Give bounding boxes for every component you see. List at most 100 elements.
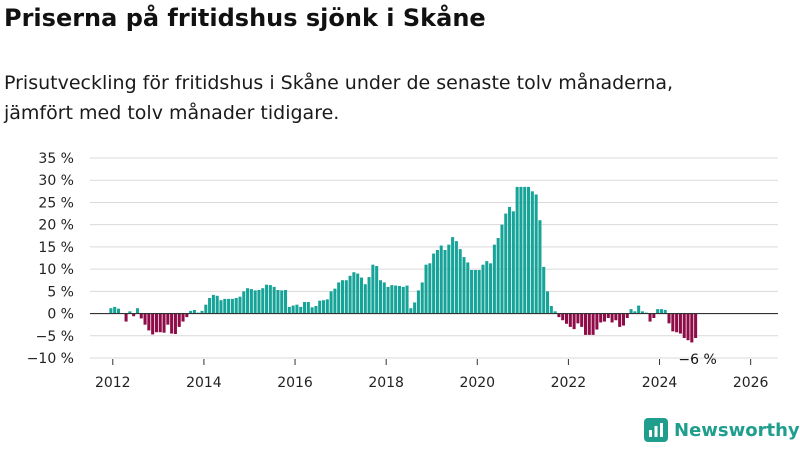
- bar: [200, 310, 204, 314]
- bar: [523, 186, 527, 314]
- bar: [473, 270, 477, 314]
- bar: [170, 313, 174, 334]
- bar: [682, 313, 686, 338]
- bar: [299, 306, 303, 314]
- bar: [557, 313, 561, 318]
- bar: [602, 313, 606, 322]
- x-tick-label: 2022: [551, 375, 587, 391]
- bar: [227, 298, 231, 314]
- bar: [340, 280, 345, 314]
- y-tick-label: −10 %: [27, 351, 74, 367]
- bar: [189, 310, 193, 314]
- bar: [633, 311, 637, 314]
- bar: [686, 313, 690, 341]
- bar: [656, 309, 660, 314]
- bar: [318, 300, 322, 314]
- bar: [595, 313, 599, 330]
- bar: [477, 270, 481, 314]
- bar: [386, 286, 390, 314]
- bar: [553, 311, 557, 314]
- bar: [527, 186, 531, 314]
- bar: [481, 264, 485, 314]
- subtitle-line-2: jämfört med tolv månader tidigare.: [4, 102, 340, 124]
- bar: [116, 308, 120, 314]
- bar: [618, 313, 622, 327]
- bar: [492, 244, 496, 314]
- bar: [428, 263, 432, 314]
- bar: [443, 250, 447, 314]
- bar: [587, 313, 591, 335]
- bar: [147, 313, 151, 331]
- bar: [580, 313, 584, 327]
- bar: [181, 313, 185, 322]
- bar: [238, 296, 242, 314]
- x-tick-label: 2018: [368, 375, 404, 391]
- bar: [352, 272, 356, 314]
- bar: [409, 308, 413, 314]
- bar: [591, 313, 595, 335]
- bar: [158, 313, 162, 333]
- bar: [606, 313, 610, 318]
- bar: [356, 273, 360, 314]
- y-tick-label: 10 %: [38, 262, 74, 278]
- bar: [295, 304, 299, 314]
- bar: [371, 264, 375, 314]
- bar: [648, 313, 652, 322]
- bar: [185, 313, 189, 318]
- x-tick-label: 2020: [459, 375, 495, 391]
- y-tick-label: 30 %: [38, 173, 74, 189]
- bar: [211, 294, 215, 314]
- bar: [572, 313, 576, 330]
- y-tick-label: 15 %: [38, 240, 74, 256]
- bar: [454, 241, 458, 314]
- bar: [272, 286, 276, 314]
- bar: [583, 313, 588, 335]
- subtitle-line-1: Prisutveckling för fritidshus i Skåne un…: [4, 72, 674, 94]
- bar: [135, 308, 139, 314]
- bar: [549, 306, 553, 314]
- bar: [337, 282, 341, 314]
- bar: [447, 244, 451, 314]
- bar: [234, 298, 238, 314]
- bar: [470, 270, 474, 314]
- bar: [230, 298, 234, 314]
- bar: [530, 191, 534, 314]
- brand-name: Newsworthy: [674, 419, 800, 441]
- y-tick-label: −5 %: [36, 329, 74, 345]
- bar: [303, 302, 307, 314]
- bar: [139, 313, 143, 319]
- bar: [637, 305, 641, 314]
- bar: [291, 305, 295, 314]
- bar: [310, 307, 314, 314]
- bar: [151, 313, 155, 335]
- bar: [219, 300, 223, 314]
- bar: [208, 298, 212, 314]
- bar: [249, 289, 253, 314]
- bar: [451, 237, 455, 314]
- bar: [363, 284, 367, 314]
- x-tick-label: 2012: [95, 375, 131, 391]
- bar: [177, 313, 181, 327]
- bar: [625, 313, 629, 318]
- bar: [375, 266, 379, 314]
- bar: [314, 306, 318, 314]
- bar: [466, 262, 470, 314]
- y-tick-label: 0 %: [47, 307, 74, 323]
- annotations: −6 %: [678, 352, 716, 368]
- bar: [640, 311, 644, 314]
- bar: [124, 313, 128, 322]
- x-tick-label: 2014: [186, 375, 222, 391]
- bar: [538, 220, 542, 314]
- bar: [113, 306, 117, 314]
- bar: [128, 311, 132, 314]
- bar: [382, 282, 386, 314]
- y-axis: 35 % 30 % 25 % 20 % 15 % 10 % 5 % 0 % −5 % −10 %: [27, 151, 74, 367]
- bar: [614, 313, 618, 321]
- y-tick-label: 35 %: [38, 151, 74, 167]
- bar: [508, 206, 512, 314]
- bar: [678, 313, 682, 334]
- bar: [629, 309, 633, 314]
- bar: [401, 286, 405, 314]
- bar: [132, 313, 136, 317]
